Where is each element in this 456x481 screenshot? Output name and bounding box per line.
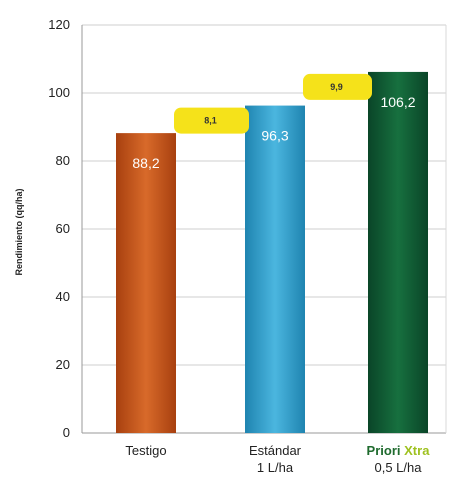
x-category-label: Testigo <box>125 443 166 458</box>
brand-name-part-1: Priori <box>367 443 401 458</box>
y-tick-label: 100 <box>48 85 70 100</box>
x-category-label: Estándar <box>249 443 302 458</box>
y-axis-label: Rendimiento (qq/ha) <box>14 189 24 276</box>
y-tick-label: 60 <box>56 221 70 236</box>
labels: 88,2 96,3 106,2 8,1 9,9 Testigo Estándar 1 L/ha… <box>125 73 431 475</box>
bar <box>245 105 305 433</box>
y-tick-label: 20 <box>56 357 70 372</box>
bar <box>116 133 176 433</box>
y-tick-label: 120 <box>48 17 70 32</box>
difference-label: 9,9 <box>330 82 343 92</box>
difference-badge <box>174 107 249 134</box>
bars <box>116 71 428 434</box>
difference-label: 8,1 <box>204 116 217 126</box>
x-category-sublabel: 0,5 L/ha <box>375 460 423 475</box>
y-tick-label: 0 <box>63 425 70 440</box>
difference-badge <box>303 73 372 100</box>
y-tick-label: 40 <box>56 289 70 304</box>
brand-name-part-2: Xtra <box>404 443 430 458</box>
bar-value-label: 96,3 <box>261 128 288 144</box>
x-category-sublabel: 1 L/ha <box>257 460 294 475</box>
bar-value-label: 88,2 <box>132 155 159 171</box>
x-category-brand-label: Priori Xtra <box>367 443 431 458</box>
bar <box>368 71 428 434</box>
y-tick-label: 80 <box>56 153 70 168</box>
bar-value-label: 106,2 <box>380 94 415 110</box>
